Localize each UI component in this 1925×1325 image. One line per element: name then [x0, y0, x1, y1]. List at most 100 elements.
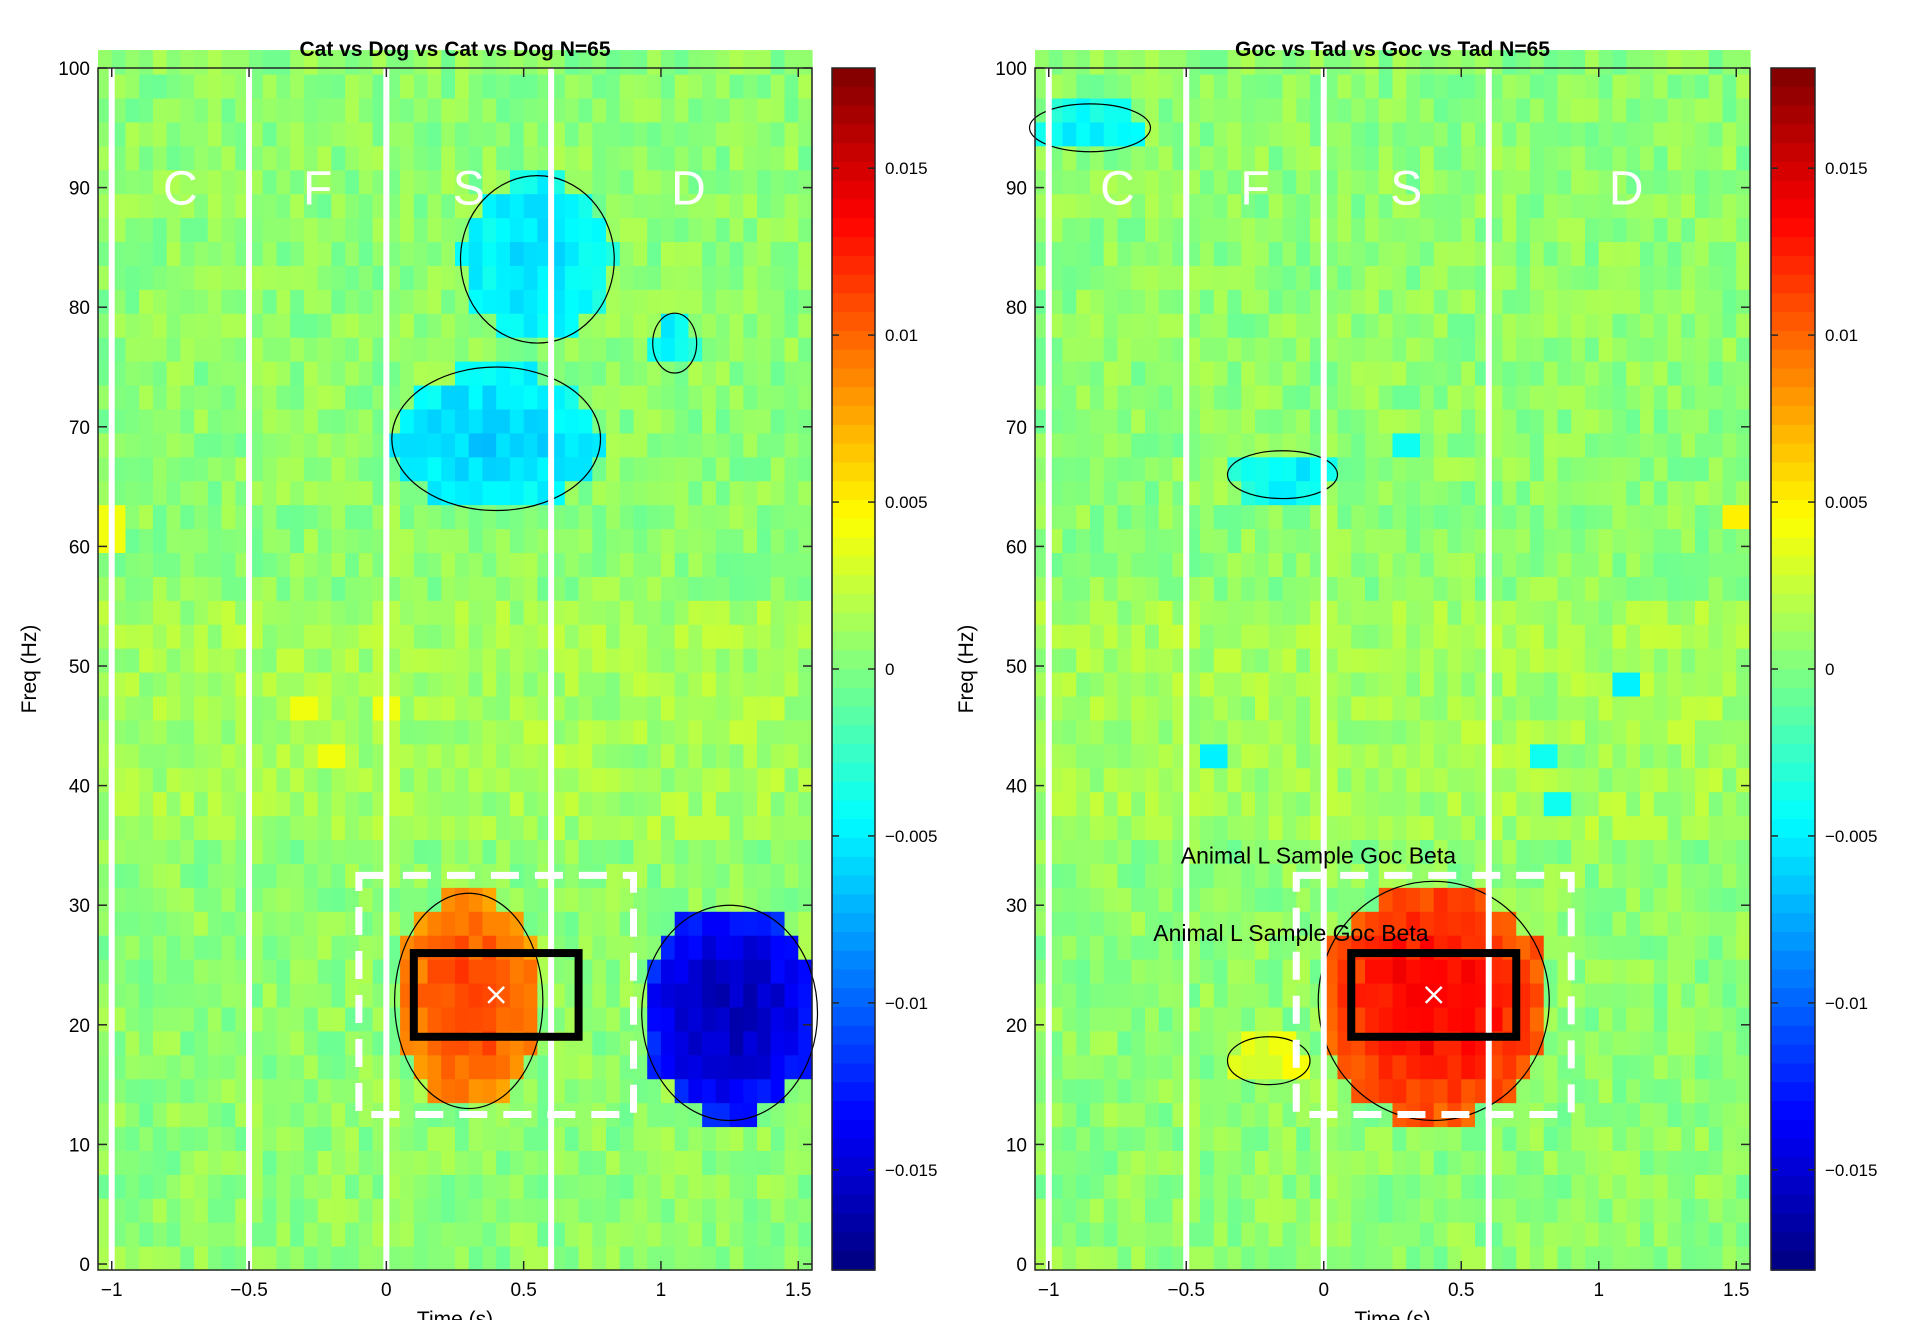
heatmap-cell — [579, 911, 593, 936]
heatmap-cell — [1558, 624, 1572, 649]
heatmap-cell — [647, 576, 661, 601]
heatmap-cell — [496, 1198, 510, 1223]
heatmap-cell — [1338, 194, 1352, 219]
heatmap-cell — [496, 241, 510, 266]
heatmap-cell — [263, 600, 277, 625]
heatmap-cell — [1104, 552, 1118, 577]
heatmap-cell — [1145, 1174, 1159, 1199]
heatmap-cell — [1063, 481, 1077, 506]
heatmap-cell — [331, 576, 345, 601]
heatmap-cell — [208, 1103, 222, 1128]
heatmap-cell — [1145, 146, 1159, 171]
colorbar-swatch — [832, 1120, 875, 1140]
heatmap-cell — [592, 74, 606, 99]
heatmap-cell — [139, 361, 153, 386]
heatmap-cell — [139, 289, 153, 314]
heatmap-cell — [730, 768, 744, 793]
heatmap-cell — [153, 624, 167, 649]
heatmap-cell — [428, 74, 442, 99]
heatmap-cell — [524, 648, 538, 673]
heatmap-cell — [1214, 505, 1228, 530]
heatmap-cell — [1076, 792, 1090, 817]
heatmap-cell — [1544, 816, 1558, 841]
heatmap-cell — [1269, 768, 1283, 793]
heatmap-cell — [661, 385, 675, 410]
heatmap-cell — [414, 696, 428, 721]
heatmap-cell — [524, 887, 538, 912]
heatmap-cell — [620, 1222, 634, 1247]
heatmap-cell — [277, 481, 291, 506]
heatmap-cell — [125, 505, 139, 530]
heatmap-cell — [1379, 409, 1393, 434]
heatmap-cell — [167, 505, 181, 530]
heatmap-cell — [1393, 648, 1407, 673]
heatmap-cell — [153, 1126, 167, 1151]
heatmap-cell — [1448, 122, 1462, 147]
heatmap-cell — [771, 1007, 785, 1032]
heatmap-cell — [359, 1174, 373, 1199]
heatmap-cell — [1448, 911, 1462, 936]
heatmap-cell — [1585, 313, 1599, 338]
heatmap-cell — [592, 792, 606, 817]
heatmap-cell — [634, 241, 648, 266]
heatmap-cell — [1448, 624, 1462, 649]
heatmap-cell — [1241, 409, 1255, 434]
heatmap-cell — [1585, 457, 1599, 482]
heatmap-cell — [277, 887, 291, 912]
heatmap-cell — [1558, 481, 1572, 506]
heatmap-cell — [716, 1103, 730, 1128]
heatmap-cell — [1241, 1079, 1255, 1104]
heatmap-cell — [428, 457, 442, 482]
heatmap-cell — [634, 1246, 648, 1271]
heatmap-cell — [1255, 600, 1269, 625]
heatmap-cell — [428, 385, 442, 410]
heatmap-cell — [139, 1174, 153, 1199]
heatmap-cell — [592, 1150, 606, 1175]
heatmap-cell — [1241, 385, 1255, 410]
heatmap-cell — [661, 768, 675, 793]
heatmap-cell — [1228, 457, 1242, 482]
heatmap-cell — [1599, 1055, 1613, 1080]
heatmap-cell — [263, 768, 277, 793]
heatmap-cell — [277, 744, 291, 769]
heatmap-cell — [1585, 935, 1599, 960]
heatmap-cell — [524, 146, 538, 171]
heatmap-cell — [1365, 792, 1379, 817]
heatmap-cell — [1255, 98, 1269, 123]
heatmap-cell — [1118, 385, 1132, 410]
heatmap-cell — [400, 218, 414, 243]
heatmap-cell — [757, 1031, 771, 1056]
heatmap-cell — [1296, 696, 1310, 721]
heatmap-cell — [1104, 74, 1118, 99]
heatmap-cell — [743, 839, 757, 864]
heatmap-cell — [208, 528, 222, 553]
heatmap-cell — [757, 1007, 771, 1032]
heatmap-cell — [1090, 1103, 1104, 1128]
heatmap-cell — [688, 409, 702, 434]
heatmap-cell — [1338, 1150, 1352, 1175]
heatmap-cell — [277, 600, 291, 625]
heatmap-cell — [579, 744, 593, 769]
heatmap-cell — [125, 792, 139, 817]
heatmap-cell — [1516, 1126, 1530, 1151]
heatmap-cell — [1338, 1174, 1352, 1199]
heatmap-cell — [1558, 1150, 1572, 1175]
heatmap-cell — [222, 1150, 236, 1175]
heatmap-cell — [620, 600, 634, 625]
heatmap-cell — [1063, 600, 1077, 625]
heatmap-cell — [1393, 1150, 1407, 1175]
heatmap-cell — [318, 1007, 332, 1032]
heatmap-cell — [1296, 600, 1310, 625]
heatmap-cell — [208, 839, 222, 864]
heatmap-cell — [1599, 720, 1613, 745]
heatmap-cell — [1145, 289, 1159, 314]
heatmap-cell — [180, 744, 194, 769]
heatmap-cell — [1461, 385, 1475, 410]
heatmap-cell — [455, 481, 469, 506]
heatmap-cell — [1365, 576, 1379, 601]
heatmap-cell — [1338, 1198, 1352, 1223]
heatmap-cell — [1131, 218, 1145, 243]
heatmap-cell — [702, 935, 716, 960]
heatmap-cell — [331, 552, 345, 577]
heatmap-cell — [290, 361, 304, 386]
